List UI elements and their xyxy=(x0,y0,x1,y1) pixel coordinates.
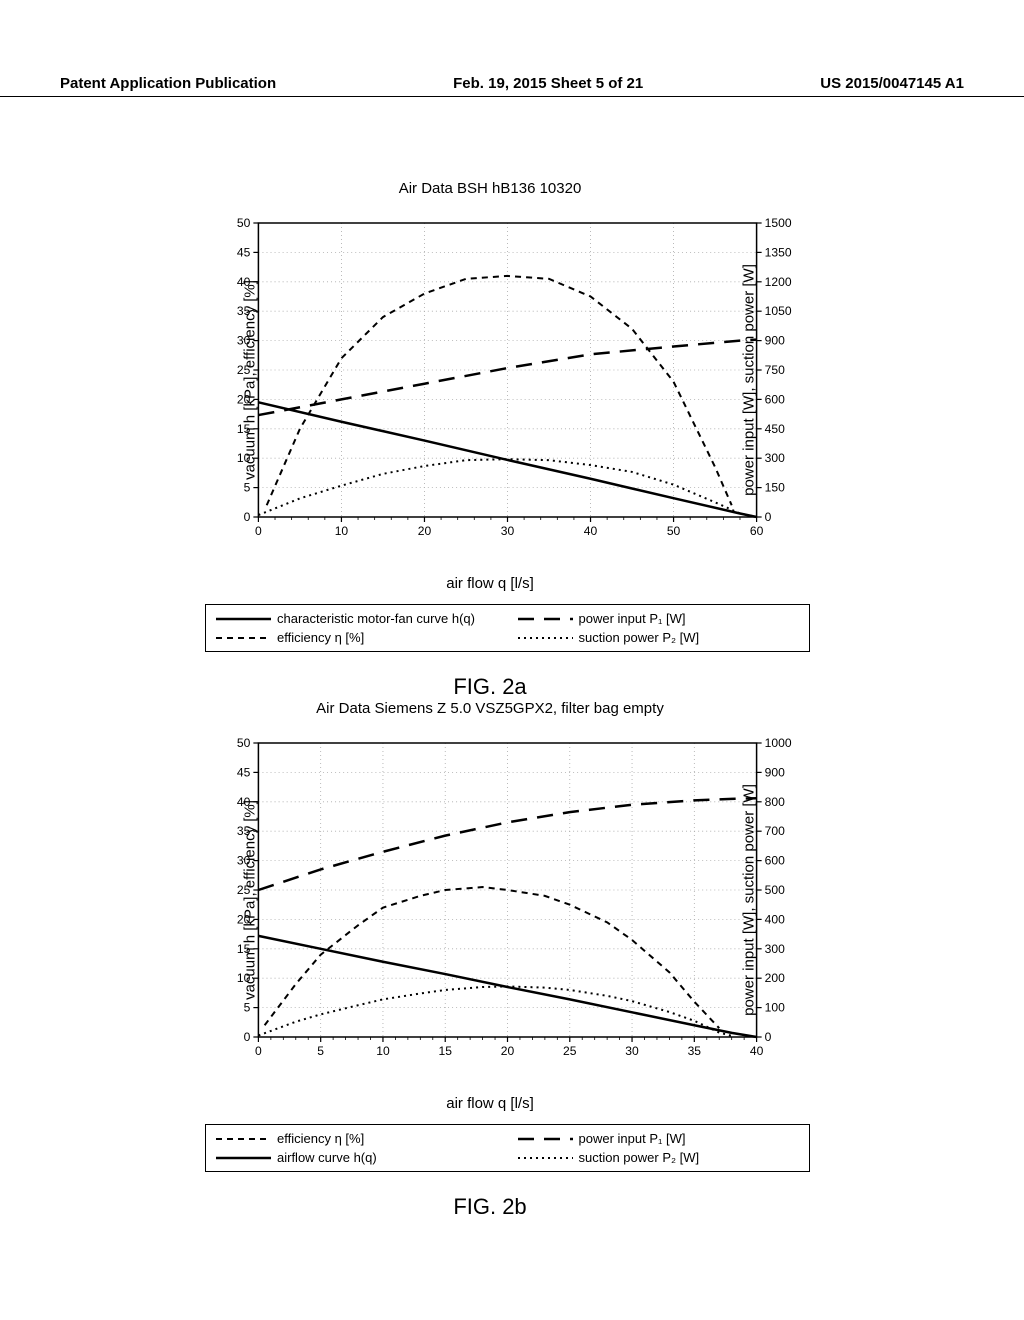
legend-entry-hq: airflow curve h(q) xyxy=(216,1150,498,1165)
svg-text:1000: 1000 xyxy=(765,736,792,750)
chart-2b-title: Air Data Siemens Z 5.0 VSZ5GPX2, filter … xyxy=(115,700,865,717)
header-right: US 2015/0047145 A1 xyxy=(820,75,964,92)
svg-text:15: 15 xyxy=(438,1044,452,1058)
svg-text:900: 900 xyxy=(765,765,785,779)
svg-text:0: 0 xyxy=(765,1030,772,1044)
svg-text:500: 500 xyxy=(765,883,785,897)
svg-text:0: 0 xyxy=(244,1030,251,1044)
svg-text:30: 30 xyxy=(501,524,515,538)
svg-text:30: 30 xyxy=(625,1044,639,1058)
chart-2b-x-label: air flow q [l/s] xyxy=(115,1095,865,1112)
svg-text:10: 10 xyxy=(376,1044,390,1058)
chart-2a-plot: vacuum h [kPa], efficiency [%] 051015202… xyxy=(210,215,805,545)
svg-text:1350: 1350 xyxy=(765,245,792,259)
svg-text:20: 20 xyxy=(418,524,432,538)
svg-text:0: 0 xyxy=(255,1044,262,1058)
legend-entry-suction_power: suction power P₂ [W] xyxy=(518,1150,800,1165)
svg-text:300: 300 xyxy=(765,451,785,465)
svg-text:5: 5 xyxy=(244,481,251,495)
header-left: Patent Application Publication xyxy=(60,75,276,92)
svg-text:300: 300 xyxy=(765,942,785,956)
svg-text:40: 40 xyxy=(584,524,598,538)
svg-text:50: 50 xyxy=(667,524,681,538)
legend-entry-efficiency: efficiency η [%] xyxy=(216,630,498,645)
svg-text:10: 10 xyxy=(335,524,349,538)
svg-text:35: 35 xyxy=(688,1044,702,1058)
svg-text:0: 0 xyxy=(255,524,262,538)
chart-2b: Air Data Siemens Z 5.0 VSZ5GPX2, filter … xyxy=(115,700,865,1220)
svg-text:60: 60 xyxy=(750,524,764,538)
svg-text:50: 50 xyxy=(237,736,251,750)
svg-text:1050: 1050 xyxy=(765,304,792,318)
chart-2a-legend: characteristic motor-fan curve h(q) power… xyxy=(205,604,810,652)
svg-text:5: 5 xyxy=(317,1044,324,1058)
chart-2a-x-label: air flow q [l/s] xyxy=(115,575,865,592)
svg-text:50: 50 xyxy=(237,216,251,230)
svg-text:25: 25 xyxy=(563,1044,577,1058)
svg-text:5: 5 xyxy=(244,1001,251,1015)
svg-text:600: 600 xyxy=(765,854,785,868)
legend-entry-hq: characteristic motor-fan curve h(q) xyxy=(216,611,498,626)
svg-text:45: 45 xyxy=(237,765,251,779)
chart-2b-plot: vacuum h [kPa], efficiency [%] 051015202… xyxy=(210,735,805,1065)
svg-text:600: 600 xyxy=(765,392,785,406)
svg-text:1200: 1200 xyxy=(765,275,792,289)
fig-2a-label: FIG. 2a xyxy=(115,674,865,700)
legend-entry-efficiency: efficiency η [%] xyxy=(216,1131,498,1146)
svg-text:1500: 1500 xyxy=(765,216,792,230)
svg-text:700: 700 xyxy=(765,824,785,838)
svg-text:800: 800 xyxy=(765,795,785,809)
svg-text:20: 20 xyxy=(501,1044,515,1058)
legend-entry-power_input: power input P₁ [W] xyxy=(518,1131,800,1146)
fig-2b-label: FIG. 2b xyxy=(115,1194,865,1220)
chart-2a-title: Air Data BSH hB136 10320 xyxy=(115,180,865,197)
svg-text:0: 0 xyxy=(244,510,251,524)
chart-2a-yright-label: power input [W], suction power [W] xyxy=(741,264,758,496)
chart-2b-svg: 0510152025303540455001002003004005006007… xyxy=(210,735,805,1065)
page-header: Patent Application Publication Feb. 19, … xyxy=(0,75,1024,97)
svg-text:450: 450 xyxy=(765,422,785,436)
svg-text:0: 0 xyxy=(765,510,772,524)
svg-text:150: 150 xyxy=(765,481,785,495)
chart-2b-yright-label: power input [W], suction power [W] xyxy=(741,784,758,1016)
svg-text:45: 45 xyxy=(237,245,251,259)
svg-text:750: 750 xyxy=(765,363,785,377)
chart-2a-yleft-label: vacuum h [kPa], efficiency [%] xyxy=(241,280,258,480)
svg-text:40: 40 xyxy=(750,1044,764,1058)
svg-text:200: 200 xyxy=(765,971,785,985)
legend-entry-power_input: power input P₁ [W] xyxy=(518,611,800,626)
svg-text:400: 400 xyxy=(765,912,785,926)
header-center: Feb. 19, 2015 Sheet 5 of 21 xyxy=(453,75,643,92)
chart-2b-legend: efficiency η [%] power input P₁ [W] airflo… xyxy=(205,1124,810,1172)
svg-text:900: 900 xyxy=(765,334,785,348)
chart-2a: Air Data BSH hB136 10320 vacuum h [kPa],… xyxy=(115,180,865,700)
svg-text:100: 100 xyxy=(765,1001,785,1015)
legend-entry-suction_power: suction power P₂ [W] xyxy=(518,630,800,645)
chart-2a-svg: 0510152025303540455001503004506007509001… xyxy=(210,215,805,545)
chart-2b-yleft-label: vacuum h [kPa], efficiency [%] xyxy=(241,800,258,1000)
